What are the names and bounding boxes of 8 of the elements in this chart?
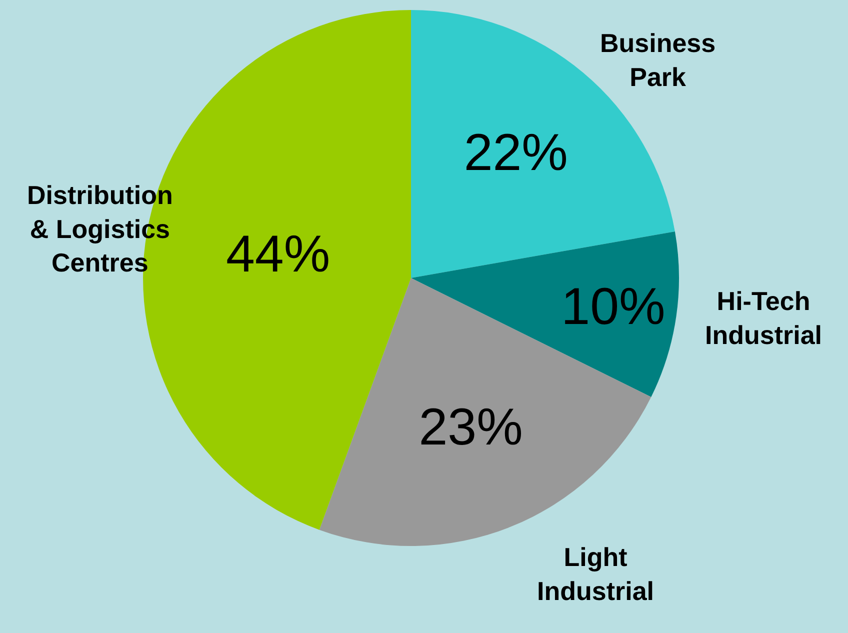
slice-label: Hi-Tech Industrial (705, 286, 822, 350)
data-label: 44% (226, 226, 330, 284)
data-label: 23% (418, 398, 523, 456)
slice-label: Business Park (600, 28, 716, 92)
data-label: 22% (464, 124, 568, 182)
pie-slice (411, 231, 679, 398)
slice-label: Light Industrial (537, 542, 654, 606)
data-label: 10% (561, 278, 666, 336)
